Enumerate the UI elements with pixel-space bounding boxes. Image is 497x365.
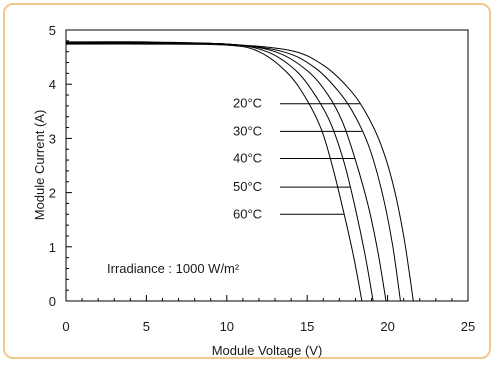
- iv-curve-4: [65, 43, 363, 302]
- chart-frame: [3, 3, 491, 359]
- y-tick-label: 2: [49, 186, 56, 201]
- y-tick-label: 5: [49, 23, 56, 38]
- x-tick-label: 0: [62, 319, 69, 334]
- x-tick-label: 10: [220, 319, 234, 334]
- iv-curve-3: [65, 42, 374, 302]
- x-tick-label: 20: [380, 319, 394, 334]
- irradiance-annotation: Irradiance : 1000 W/m²: [107, 261, 240, 276]
- plot-area: [65, 29, 469, 302]
- x-tick-label: 5: [143, 319, 150, 334]
- y-tick-label: 3: [49, 131, 56, 146]
- x-tick-label: 25: [461, 319, 475, 334]
- y-axis-label: Module Current (A): [32, 110, 47, 221]
- legend-label: 60°C: [233, 206, 262, 221]
- y-tick-label: 4: [49, 77, 56, 92]
- legend-label: 30°C: [233, 123, 262, 138]
- legend-label: 20°C: [233, 96, 262, 111]
- y-tick-label: 1: [49, 240, 56, 255]
- x-tick-label: 15: [300, 319, 314, 334]
- x-axis-label: Module Voltage (V): [212, 343, 323, 358]
- legend-label: 40°C: [233, 150, 262, 165]
- y-tick-label: 0: [49, 294, 56, 309]
- legend-label: 50°C: [233, 179, 262, 194]
